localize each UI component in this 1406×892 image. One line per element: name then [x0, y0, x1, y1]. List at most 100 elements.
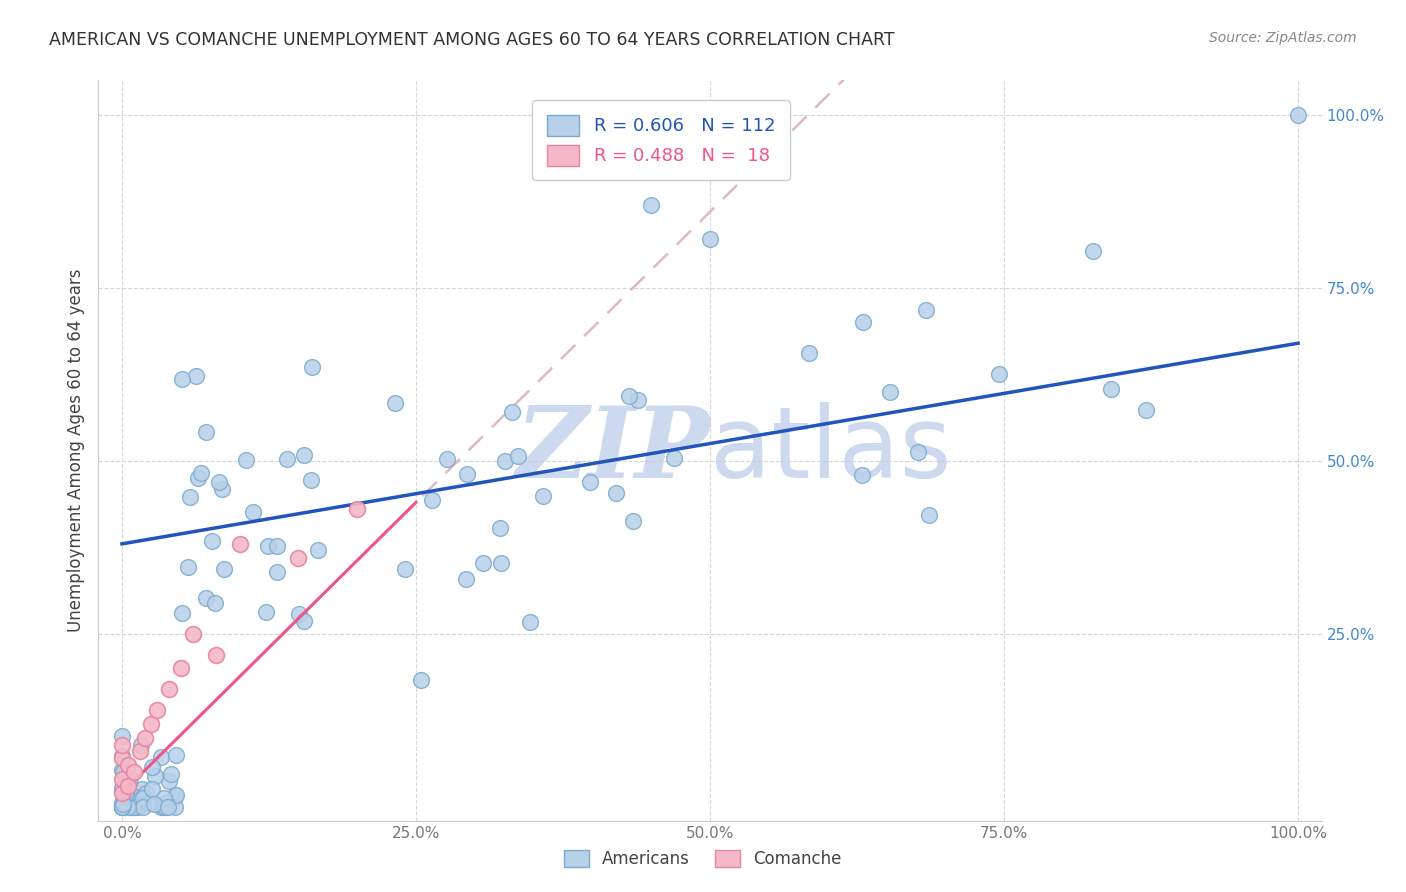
Point — [155, 796, 177, 810]
Point — [157, 799, 180, 814]
Point — [531, 489, 554, 503]
Point — [111, 799, 134, 814]
Point — [128, 789, 150, 804]
Point — [111, 799, 134, 814]
Point — [519, 615, 541, 629]
Point — [141, 782, 163, 797]
Point — [228, 537, 250, 551]
Point — [605, 486, 627, 500]
Point — [299, 473, 322, 487]
Point — [205, 648, 228, 662]
Point — [384, 396, 406, 410]
Point — [409, 673, 432, 687]
Point — [879, 384, 901, 399]
Point — [114, 794, 136, 808]
Point — [125, 799, 148, 814]
Point — [172, 606, 194, 620]
Point — [301, 359, 323, 374]
Point — [128, 744, 150, 758]
Point — [266, 539, 288, 553]
Point — [287, 550, 309, 565]
Point — [120, 793, 142, 807]
Point — [508, 449, 530, 463]
Point — [851, 468, 873, 483]
Point — [159, 767, 181, 781]
Point — [134, 731, 156, 745]
Point — [149, 799, 172, 814]
Point — [111, 799, 134, 814]
Point — [494, 454, 516, 468]
Point — [420, 492, 443, 507]
Point — [579, 475, 602, 489]
Point — [436, 451, 458, 466]
Point — [211, 483, 233, 497]
Point — [121, 799, 143, 814]
Point — [170, 371, 193, 385]
Text: atlas: atlas — [710, 402, 952, 499]
Point — [165, 747, 187, 762]
Point — [111, 780, 134, 795]
Point — [1099, 382, 1122, 396]
Point — [190, 467, 212, 481]
Point — [165, 788, 187, 802]
Point — [915, 303, 938, 318]
Point — [118, 776, 141, 790]
Point — [115, 787, 138, 801]
Point — [254, 605, 277, 619]
Point — [111, 729, 134, 743]
Point — [797, 346, 820, 360]
Point — [276, 452, 298, 467]
Point — [138, 796, 160, 810]
Point — [1083, 244, 1105, 258]
Point — [112, 797, 135, 812]
Point — [1135, 403, 1157, 417]
Point — [488, 521, 510, 535]
Point — [111, 797, 134, 811]
Point — [153, 791, 176, 805]
Text: AMERICAN VS COMANCHE UNEMPLOYMENT AMONG AGES 60 TO 64 YEARS CORRELATION CHART: AMERICAN VS COMANCHE UNEMPLOYMENT AMONG … — [49, 31, 894, 49]
Point — [201, 533, 224, 548]
Point — [292, 614, 315, 628]
Point — [111, 748, 134, 763]
Point — [257, 539, 280, 553]
Point — [111, 783, 134, 797]
Point — [195, 591, 218, 606]
Point — [346, 502, 368, 516]
Point — [204, 596, 226, 610]
Point — [699, 232, 721, 246]
Point — [852, 315, 875, 329]
Point — [111, 772, 134, 786]
Point — [114, 784, 136, 798]
Point — [111, 751, 134, 765]
Point — [122, 799, 145, 814]
Point — [157, 682, 180, 697]
Point — [176, 560, 198, 574]
Point — [1286, 108, 1309, 122]
Point — [117, 779, 139, 793]
Point — [640, 198, 662, 212]
Point — [662, 450, 685, 465]
Point — [235, 453, 257, 467]
Point — [163, 789, 186, 804]
Point — [117, 758, 139, 772]
Point — [129, 739, 152, 753]
Point — [394, 562, 416, 576]
Point — [184, 368, 207, 383]
Point — [111, 738, 134, 752]
Point — [146, 703, 169, 717]
Point — [111, 799, 134, 814]
Point — [141, 760, 163, 774]
Point — [208, 475, 231, 490]
Y-axis label: Unemployment Among Ages 60 to 64 years: Unemployment Among Ages 60 to 64 years — [66, 268, 84, 632]
Point — [187, 471, 209, 485]
Point — [141, 716, 163, 731]
Point — [112, 764, 135, 779]
Point — [621, 514, 644, 528]
Point — [292, 449, 315, 463]
Point — [307, 543, 329, 558]
Point — [111, 798, 134, 813]
Point — [131, 781, 153, 796]
Point — [135, 786, 157, 800]
Point — [143, 769, 166, 783]
Point — [617, 388, 640, 402]
